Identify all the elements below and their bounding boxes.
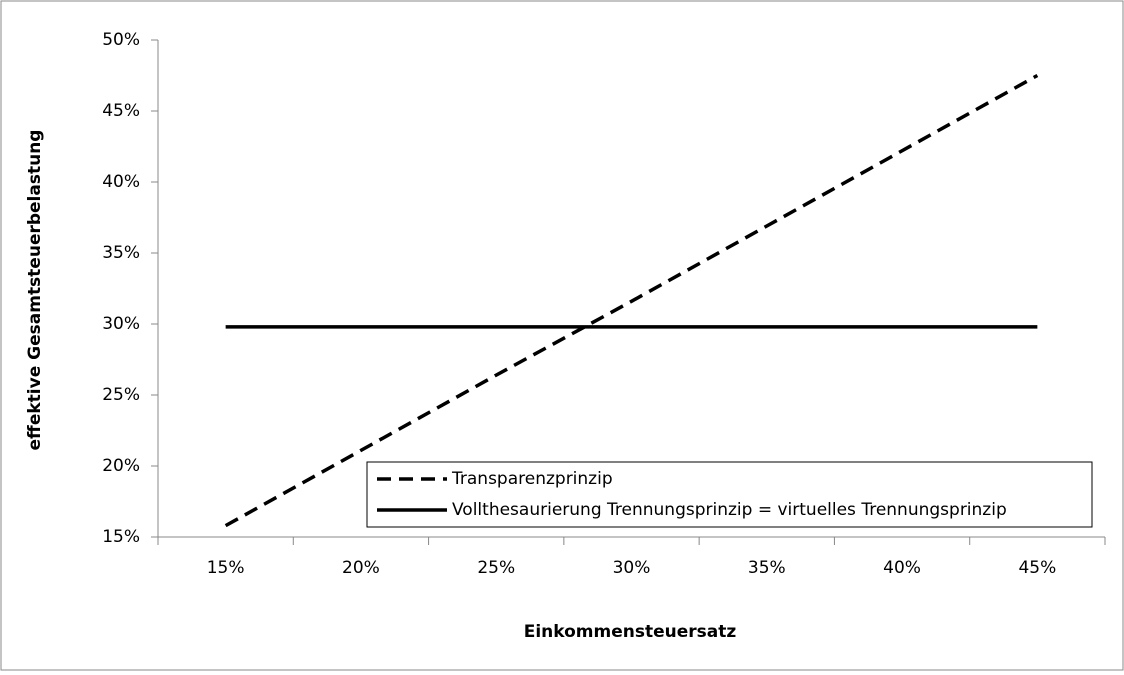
y-tick-label: 20% [102,456,140,476]
y-tick-label: 25% [102,385,140,405]
y-tick-label: 35% [102,243,140,263]
x-tick-label: 25% [477,558,515,578]
x-tick-label: 35% [748,558,786,578]
x-tick-label: 20% [342,558,380,578]
legend-label: Transparenzprinzip [451,469,613,489]
x-tick-label: 15% [207,558,245,578]
series-line [224,73,1039,528]
x-axis-title: Einkommensteuersatz [524,622,737,642]
y-axis-title: effektive Gesamtsteuerbelastung [25,130,45,451]
x-tick-label: 30% [613,558,651,578]
x-tick-label: 45% [1018,558,1056,578]
y-tick-label: 45% [102,101,140,121]
y-tick-label: 40% [102,172,140,192]
legend-label: Vollthesaurierung Trennungsprinzip = vir… [452,500,1007,520]
y-tick-label: 30% [102,314,140,334]
x-tick-label: 40% [883,558,921,578]
y-tick-label: 50% [102,30,140,50]
legend-box [366,461,1093,528]
y-tick-label: 15% [102,527,140,547]
